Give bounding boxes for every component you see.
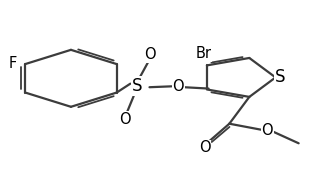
Text: O: O [172,79,184,94]
Text: S: S [275,68,286,87]
Text: Br: Br [196,46,212,61]
Text: S: S [132,77,142,95]
Text: F: F [9,56,17,71]
Text: O: O [144,47,156,62]
Text: O: O [199,140,211,155]
Text: O: O [261,123,273,138]
Text: O: O [119,112,131,127]
